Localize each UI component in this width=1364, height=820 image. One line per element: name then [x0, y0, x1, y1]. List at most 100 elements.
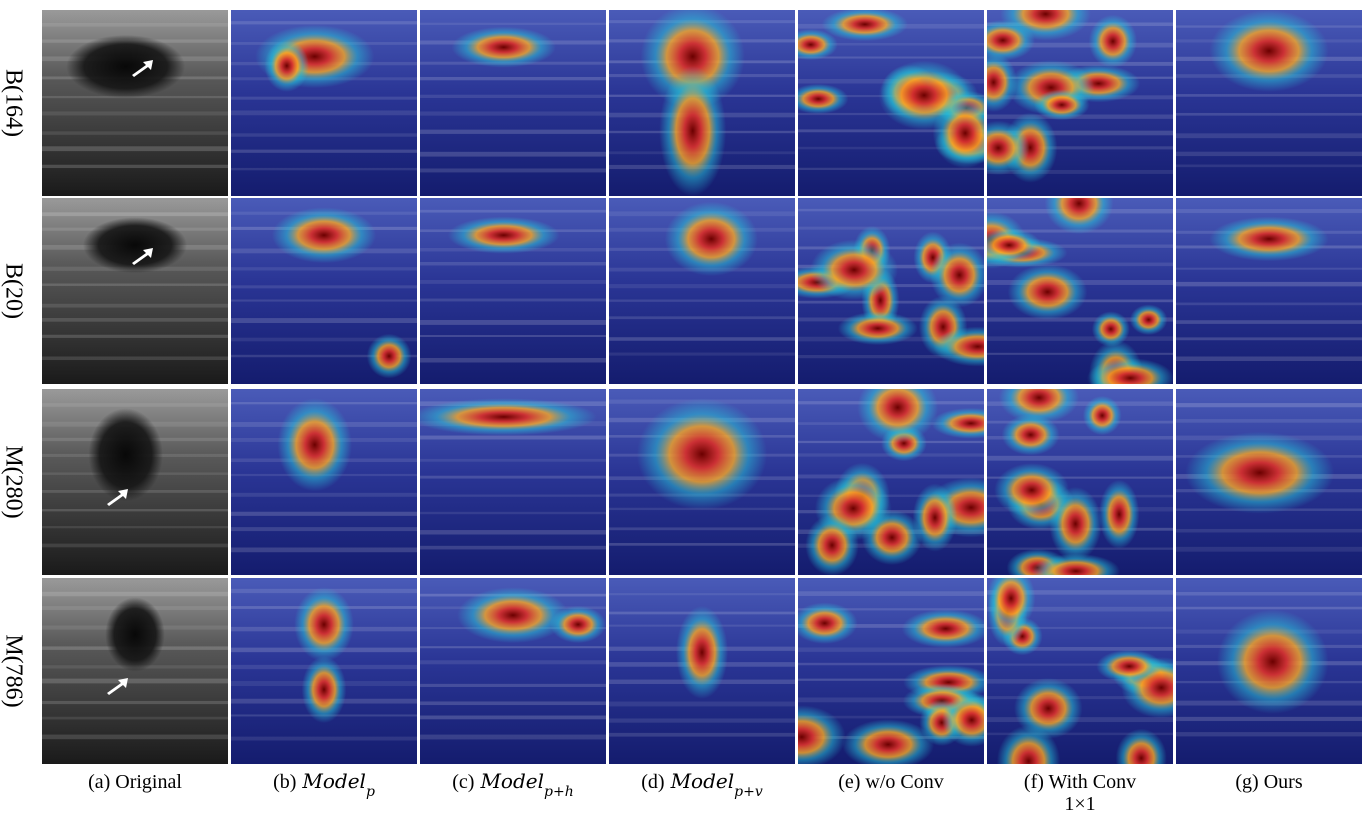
- activation: [931, 407, 984, 439]
- image-content: [42, 578, 228, 764]
- activation: [810, 239, 898, 301]
- tissue-streak: [987, 317, 1173, 322]
- heatmap-image: [609, 389, 795, 575]
- tissue-streak: [231, 149, 417, 153]
- tissue-streak: [231, 547, 417, 553]
- image-content: [420, 578, 606, 764]
- tissue-streak: [231, 492, 417, 497]
- tissue-streak: [42, 22, 228, 27]
- tissue-streak: [798, 226, 984, 230]
- heatmap-image: [609, 578, 795, 764]
- activation: [1098, 479, 1140, 549]
- tissue-streak: [42, 303, 228, 308]
- tissue-streak: [42, 283, 228, 286]
- tissue-streak: [42, 526, 228, 529]
- tissue-streak: [420, 209, 606, 213]
- tissue-streak: [1176, 419, 1362, 423]
- tissue-streak: [420, 530, 606, 535]
- heatmap-image: [987, 198, 1173, 384]
- tissue-streak: [420, 511, 606, 515]
- tissue-streak: [1176, 546, 1362, 552]
- arrow: [132, 60, 153, 77]
- tissue-streak: [231, 110, 417, 116]
- tissue-streak: [798, 624, 984, 628]
- tissue-streak: [798, 129, 984, 133]
- tissue-streak: [798, 474, 984, 479]
- tissue-streak: [798, 167, 984, 171]
- tissue-streak: [231, 133, 417, 137]
- image-content: [987, 10, 1173, 196]
- image-content: [609, 10, 795, 196]
- tissue-streak: [987, 401, 1173, 406]
- tissue-streak: [987, 352, 1173, 355]
- activation: [901, 609, 984, 648]
- tissue-streak: [231, 167, 417, 171]
- heatmap-image: [1176, 578, 1362, 764]
- image-content: [1176, 389, 1362, 575]
- tissue-streak: [231, 21, 417, 25]
- tissue-streak: [420, 129, 606, 134]
- activation: [941, 693, 984, 747]
- tissue-streak: [609, 543, 795, 546]
- image-content: [231, 578, 417, 764]
- heatmap-image: [231, 578, 417, 764]
- activation: [264, 39, 310, 92]
- activation: [1044, 198, 1114, 235]
- column-caption: (c) Modelp+h: [452, 769, 573, 800]
- activation: [1129, 304, 1168, 336]
- activation: [878, 60, 970, 130]
- activation: [451, 26, 556, 68]
- tissue-streak: [987, 61, 1173, 66]
- activation: [1001, 414, 1060, 456]
- tissue-streak: [420, 701, 606, 706]
- heatmap-image: [609, 10, 795, 196]
- row-label: M(786): [0, 634, 26, 707]
- tissue-streak: [420, 545, 606, 550]
- heatmap-image: [987, 10, 1173, 196]
- heatmap-image: [798, 578, 984, 764]
- column-caption: (e) w/o Conv: [838, 771, 944, 793]
- tissue-streak: [987, 606, 1173, 612]
- activation: [1007, 264, 1088, 320]
- tissue-streak: [609, 284, 795, 289]
- image-content: [1176, 10, 1362, 196]
- activation: [987, 52, 1018, 112]
- tissue-streak: [798, 208, 984, 212]
- activation: [798, 83, 849, 114]
- activation: [457, 587, 569, 644]
- image-content: [987, 198, 1173, 384]
- tissue-streak: [42, 334, 228, 338]
- tissue-streak: [987, 626, 1173, 629]
- caption-prefix: (e) w/o Conv: [838, 771, 944, 793]
- tissue-streak: [1176, 112, 1362, 116]
- tissue-streak: [1176, 337, 1362, 341]
- ultrasound-image: [42, 578, 228, 764]
- tissue-streak: [42, 212, 228, 217]
- activation: [821, 10, 909, 42]
- image-content: [609, 578, 795, 764]
- image-content: [798, 578, 984, 764]
- activation: [640, 10, 745, 109]
- tissue-streak: [42, 356, 228, 361]
- lesion: [105, 597, 165, 672]
- activation: [994, 463, 1070, 518]
- heatmap-image: [231, 10, 417, 196]
- tissue-streak: [798, 354, 984, 359]
- tissue-streak: [609, 337, 795, 341]
- tissue-streak: [231, 285, 417, 289]
- activation: [550, 605, 606, 644]
- tissue-streak: [798, 715, 984, 719]
- image-content: [1176, 578, 1362, 764]
- activation: [912, 483, 958, 552]
- activation: [1033, 89, 1090, 121]
- tissue-streak: [1176, 302, 1362, 306]
- tissue-streak: [1176, 591, 1362, 596]
- activation: [842, 719, 935, 764]
- tissue-streak: [420, 22, 606, 25]
- tissue-streak: [420, 435, 606, 440]
- activation: [1086, 358, 1173, 384]
- image-content: [231, 389, 417, 575]
- activation: [987, 19, 1035, 61]
- activation: [930, 242, 984, 308]
